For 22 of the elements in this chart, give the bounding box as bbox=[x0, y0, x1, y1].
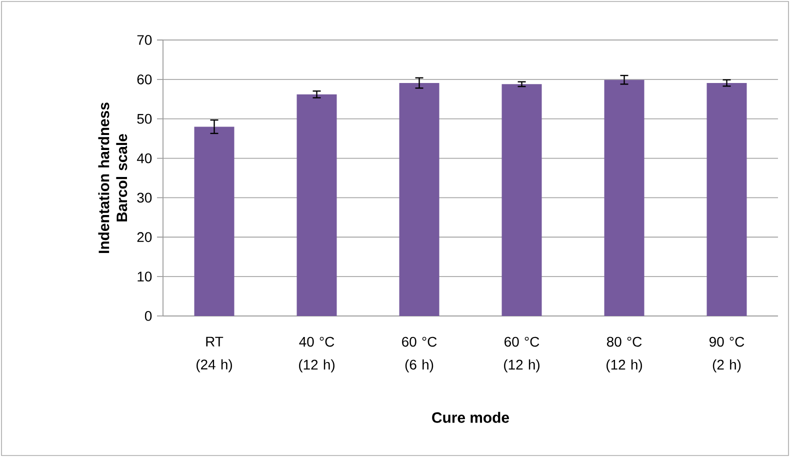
y-axis-title: Indentation hardness Barcol scale bbox=[98, 102, 128, 253]
x-tick-label: 80 °C (12 h) bbox=[606, 336, 642, 372]
y-tick-label: 70 bbox=[137, 35, 152, 45]
y-tick-label: 60 bbox=[137, 74, 152, 84]
y-tick-label: 30 bbox=[137, 192, 152, 203]
bar bbox=[296, 94, 337, 316]
bar bbox=[399, 82, 440, 316]
bar bbox=[604, 80, 644, 316]
x-tick-label: 60 °C (6 h) bbox=[402, 336, 437, 372]
x-tick-label: 60 °C (12 h) bbox=[504, 336, 540, 372]
y-tick-label: 50 bbox=[137, 114, 152, 124]
x-tick-label: RT (24 h) bbox=[196, 336, 232, 372]
x-tick-label: 90 °C (2 h) bbox=[710, 336, 744, 372]
y-tick-label: 40 bbox=[136, 153, 152, 164]
bar bbox=[502, 84, 542, 316]
x-axis-title: Cure mode bbox=[432, 412, 510, 423]
y-tick-label: 20 bbox=[137, 232, 152, 242]
bar bbox=[194, 126, 234, 316]
y-tick-label: 0 bbox=[144, 311, 152, 321]
x-tick-label: 40 °C (12 h) bbox=[299, 336, 334, 372]
bar bbox=[706, 82, 747, 316]
y-tick-label: 10 bbox=[138, 272, 152, 282]
